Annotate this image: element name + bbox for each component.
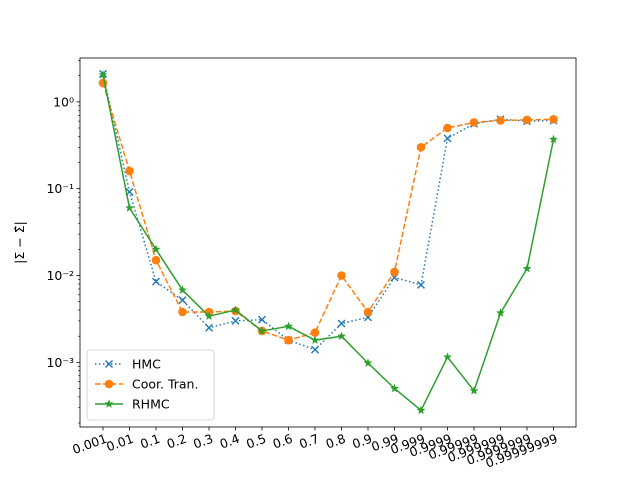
plot-frame	[79, 57, 577, 428]
data-point	[151, 255, 161, 265]
data-point	[363, 307, 373, 317]
data-point	[231, 316, 240, 325]
legend-frame	[86, 349, 215, 421]
data-point	[496, 116, 505, 125]
data-point	[258, 315, 266, 324]
data-point	[443, 123, 452, 133]
legend-marker	[105, 360, 113, 368]
y-tick-label: 10⁻²	[46, 268, 74, 283]
legend-item: RHMC	[95, 397, 170, 412]
data-point	[337, 331, 346, 340]
data-point	[125, 203, 134, 212]
x-tick-label: 0.9	[350, 431, 374, 452]
data-point	[231, 305, 240, 314]
y-tick-label: 10⁰	[53, 94, 74, 109]
data-point	[178, 296, 187, 305]
data-point	[443, 134, 452, 143]
x-tick-label: 0.6	[271, 431, 295, 452]
x-tick-label: 0.5	[244, 431, 268, 452]
data-point	[469, 118, 479, 127]
y-tick-label: 10⁻³	[46, 355, 74, 370]
data-point	[152, 277, 160, 286]
x-tick-label: 0.8	[324, 431, 348, 452]
data-point	[151, 244, 161, 254]
y-axis-label: |Σ − Σ̂|	[12, 221, 27, 264]
data-point	[416, 405, 426, 415]
data-point	[310, 335, 320, 344]
data-point	[443, 352, 452, 361]
data-point	[522, 263, 532, 273]
y-tick-label: 10⁻¹	[46, 181, 74, 196]
legend-item: HMC	[95, 357, 161, 372]
data-point	[310, 328, 320, 337]
data-point	[257, 326, 267, 335]
series-line	[102, 73, 554, 351]
data-point	[549, 134, 558, 144]
data-point	[390, 383, 399, 393]
data-point	[125, 166, 134, 176]
data-point	[311, 345, 319, 354]
legend-label: Coor. Tran.	[132, 377, 198, 392]
data-point	[363, 358, 373, 367]
x-tick-label: 0.1	[138, 431, 162, 452]
x-tick-label: 0.3	[191, 431, 215, 452]
x-tick-label: 0.4	[218, 431, 242, 452]
data-point	[469, 386, 479, 395]
data-point	[417, 280, 425, 289]
x-tick-label: 0.7	[297, 431, 321, 452]
data-point	[204, 311, 214, 320]
data-point	[205, 323, 213, 332]
legend-label: RHMC	[132, 397, 170, 412]
data-point	[178, 307, 187, 317]
legend-marker	[104, 399, 114, 408]
x-tick-label: 0.2	[165, 431, 189, 452]
data-point	[284, 321, 293, 331]
data-point	[496, 308, 505, 317]
data-point	[390, 267, 399, 277]
series-layer	[98, 69, 558, 415]
data-point	[337, 271, 346, 280]
data-point	[549, 114, 558, 124]
y-axis-ticks: 10⁻³ 10⁻² 10⁻¹ 10⁰	[46, 60, 80, 424]
series-rhmc	[98, 70, 558, 415]
legend-item: Coor. Tran.	[95, 377, 198, 392]
data-point	[98, 70, 108, 79]
series-line	[102, 74, 555, 412]
data-point	[337, 319, 346, 328]
legend: HMC Coor. Tran. RHMC	[86, 349, 215, 421]
series-line	[102, 82, 554, 341]
legend-label: HMC	[132, 357, 161, 372]
data-point	[284, 335, 293, 345]
data-point	[416, 142, 426, 152]
data-point	[522, 115, 532, 125]
legend-marker	[104, 379, 114, 389]
data-point	[178, 285, 187, 294]
data-point	[98, 78, 108, 88]
